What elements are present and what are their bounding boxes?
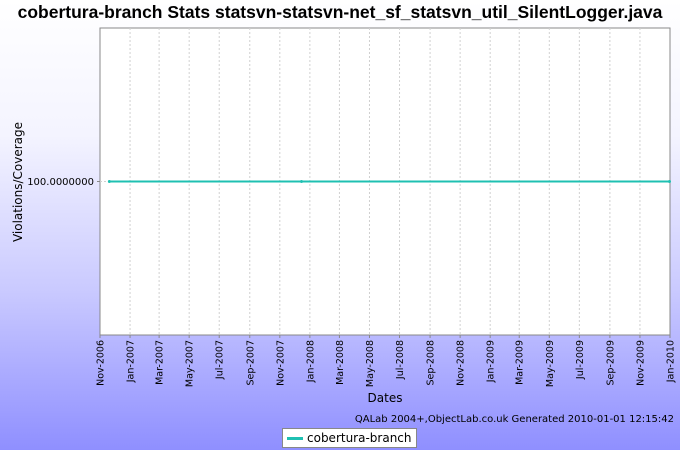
- x-tick-label: May-2009: [545, 340, 556, 387]
- x-tick-label: Jan-2010: [666, 340, 677, 383]
- x-tick-label: Sep-2008: [426, 340, 437, 386]
- x-tick-label: Nov-2007: [275, 340, 286, 386]
- x-tick-label: May-2007: [185, 340, 196, 387]
- legend-swatch: [287, 436, 303, 440]
- x-tick-label: Sep-2009: [605, 340, 616, 386]
- x-tick-label: Nov-2009: [635, 340, 646, 386]
- x-tick-label: Jan-2008: [305, 340, 316, 383]
- legend-label: cobertura-branch: [307, 431, 412, 445]
- credit-text: QALab 2004+,ObjectLab.co.uk Generated 20…: [354, 414, 674, 425]
- x-tick-label: Mar-2008: [335, 340, 346, 385]
- x-tick-label: Nov-2006: [96, 340, 107, 386]
- y-axis-label: Violations/Coverage: [11, 122, 25, 242]
- y-axis-ticks: 100.0000000: [27, 177, 100, 188]
- x-axis-ticks: Nov-2006 Jan-2007 Mar-2007 May-2007 Jul-2007…: [96, 335, 677, 387]
- x-tick-label: Jul-2009: [575, 340, 586, 380]
- x-tick-label: Jan-2009: [486, 340, 497, 383]
- x-axis-label: Dates: [368, 391, 403, 405]
- data-point: [107, 180, 111, 183]
- legend: cobertura-branch: [282, 428, 417, 448]
- x-tick-label: Jul-2007: [215, 340, 226, 380]
- x-tick-label: Mar-2007: [155, 340, 166, 385]
- y-tick-label: 100.0000000: [27, 177, 94, 188]
- x-tick-label: Mar-2009: [515, 340, 526, 385]
- x-tick-label: Jan-2007: [126, 340, 137, 383]
- data-point: [668, 180, 672, 183]
- x-tick-label: Nov-2008: [456, 340, 467, 386]
- series-layer: [107, 180, 672, 183]
- data-point: [299, 180, 303, 183]
- x-tick-label: Jul-2008: [395, 340, 406, 380]
- x-tick-label: Sep-2007: [245, 340, 256, 386]
- x-tick-label: May-2008: [365, 340, 376, 387]
- chart-title: cobertura-branch Stats statsvn-statsvn-n…: [17, 2, 663, 22]
